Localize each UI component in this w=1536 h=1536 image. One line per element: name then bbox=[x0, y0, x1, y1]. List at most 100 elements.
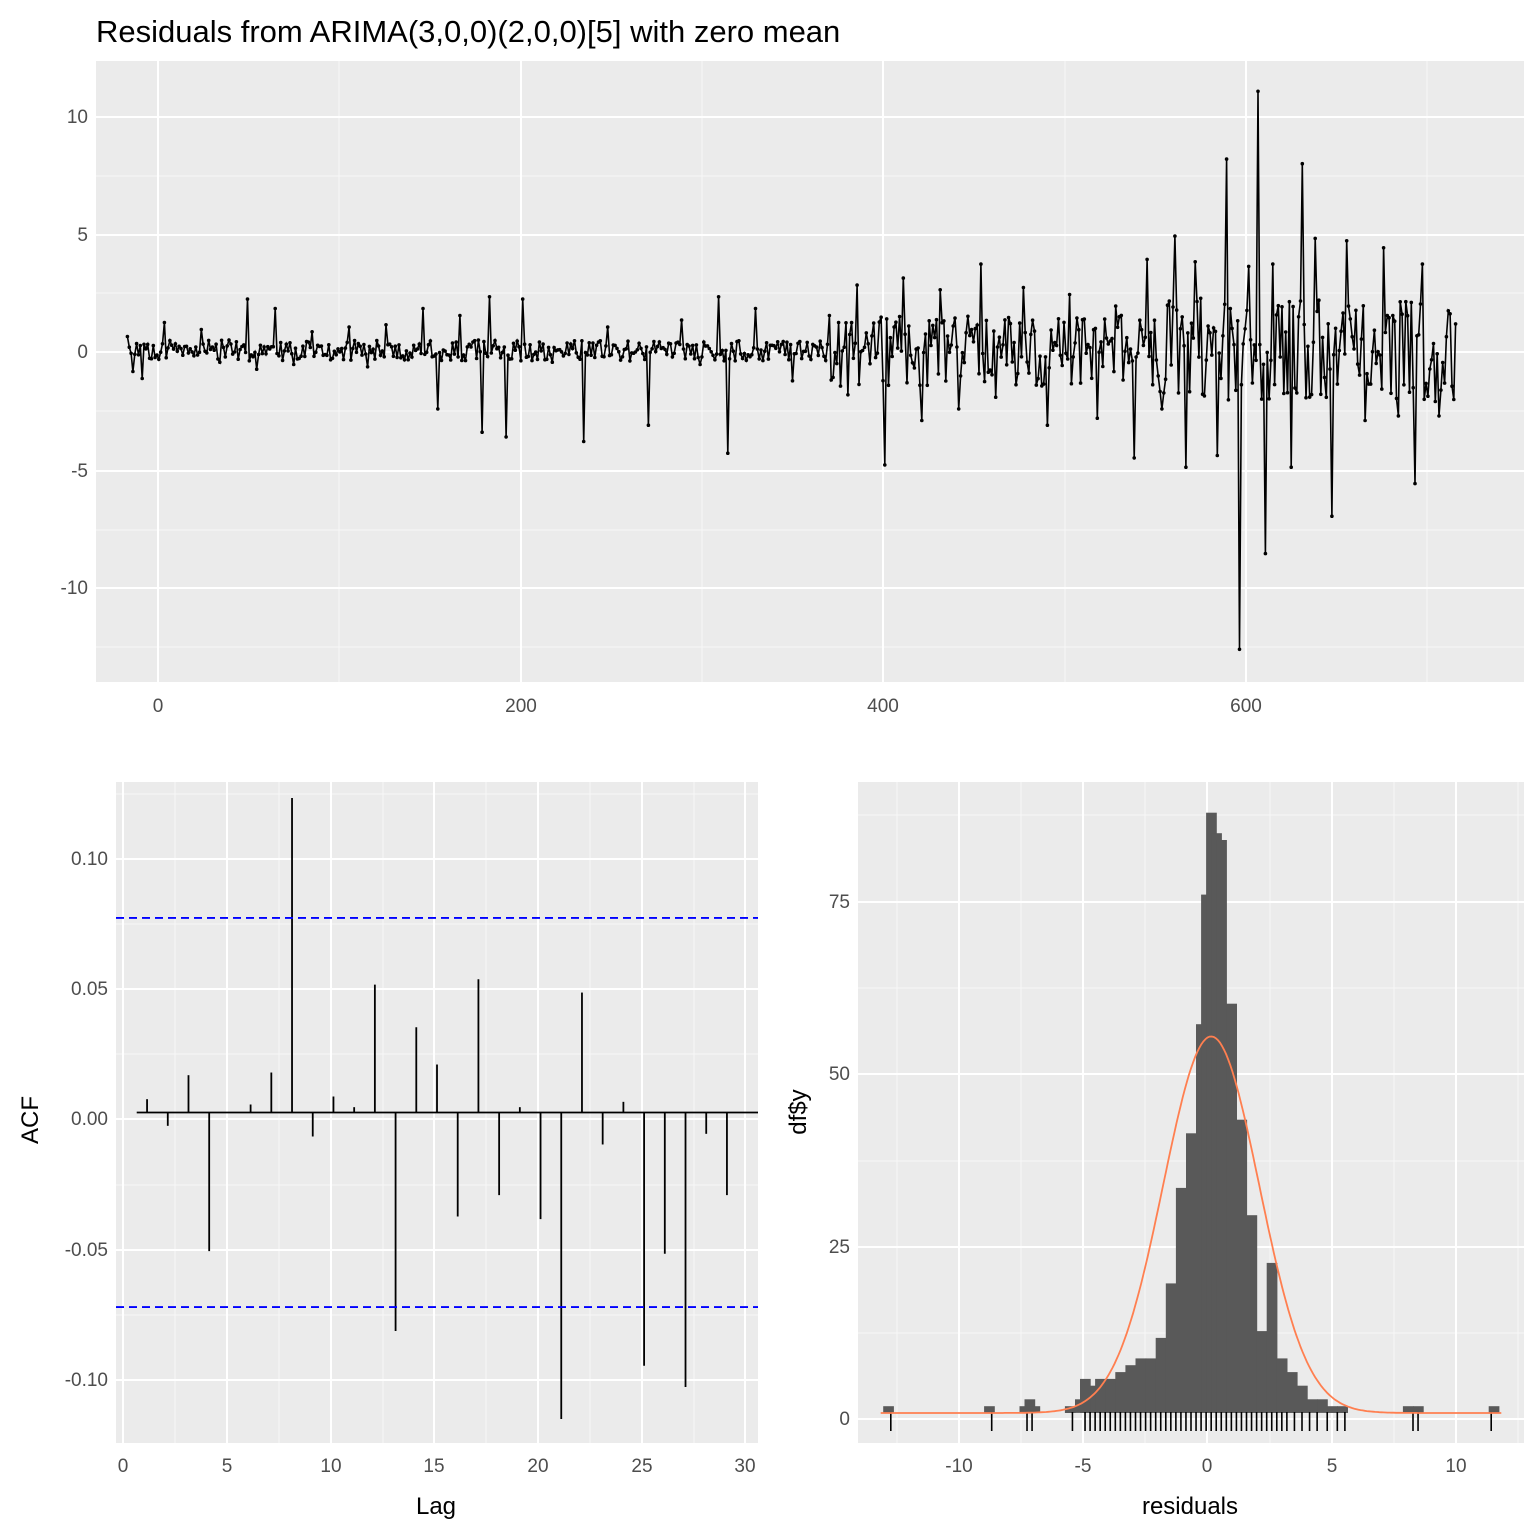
residual-point bbox=[362, 342, 366, 347]
residual-point bbox=[1150, 382, 1155, 387]
residual-point bbox=[460, 358, 464, 363]
residual-point bbox=[201, 342, 205, 346]
residual-point bbox=[491, 344, 496, 348]
residual-point bbox=[1089, 376, 1094, 381]
residual-point bbox=[238, 347, 242, 352]
residual-point bbox=[288, 341, 292, 345]
residual-point bbox=[916, 346, 920, 350]
residual-point bbox=[277, 354, 281, 358]
residual-point bbox=[873, 355, 878, 360]
residual-point bbox=[1113, 304, 1118, 308]
residual-point bbox=[753, 306, 758, 311]
residual-point bbox=[1453, 322, 1458, 326]
residual-point bbox=[1331, 352, 1336, 357]
residual-point bbox=[895, 346, 900, 350]
residual-point bbox=[428, 339, 433, 343]
residual-point bbox=[927, 319, 931, 323]
residual-point bbox=[949, 343, 954, 347]
residual-point bbox=[871, 321, 876, 325]
residual-point bbox=[1426, 394, 1430, 399]
residual-point bbox=[679, 318, 684, 322]
residual-point bbox=[260, 351, 265, 356]
residual-point bbox=[1178, 326, 1183, 331]
residual-point bbox=[1211, 326, 1216, 330]
residual-point bbox=[1391, 313, 1395, 318]
residual-point bbox=[400, 354, 405, 358]
residual-point bbox=[809, 357, 813, 362]
y-tick-label: 0.05 bbox=[71, 979, 108, 1000]
residual-point bbox=[988, 368, 992, 372]
residual-point bbox=[890, 354, 894, 359]
residual-point bbox=[639, 346, 643, 351]
residual-point bbox=[1263, 551, 1268, 556]
y-tick-label: -5 bbox=[71, 461, 88, 482]
residual-point bbox=[892, 325, 896, 329]
residual-point bbox=[1300, 161, 1305, 166]
residual-point bbox=[953, 316, 957, 320]
residual-point bbox=[1248, 338, 1253, 342]
residual-point bbox=[1226, 398, 1231, 402]
residual-point bbox=[456, 355, 460, 359]
y-tick-label: 5 bbox=[77, 225, 88, 246]
residual-point bbox=[1298, 299, 1303, 303]
residual-point bbox=[1204, 358, 1209, 362]
residual-point bbox=[1392, 319, 1397, 324]
residual-point bbox=[314, 350, 318, 355]
residual-point bbox=[1030, 318, 1035, 323]
residual-point bbox=[1219, 376, 1223, 381]
residual-point bbox=[881, 378, 885, 383]
residual-point bbox=[702, 340, 706, 344]
residual-point bbox=[1067, 292, 1072, 297]
residual-point bbox=[243, 350, 248, 355]
residual-point bbox=[192, 353, 196, 358]
residual-point bbox=[164, 355, 168, 360]
residual-point bbox=[1065, 357, 1070, 361]
residual-point bbox=[1125, 335, 1129, 340]
residual-point bbox=[670, 355, 675, 359]
residual-point bbox=[1254, 358, 1258, 363]
residual-point bbox=[545, 357, 549, 362]
residuals-series bbox=[125, 89, 1458, 652]
residual-point bbox=[138, 343, 143, 348]
residual-point bbox=[929, 343, 933, 348]
residual-point bbox=[149, 356, 154, 361]
residual-point bbox=[450, 341, 455, 345]
residual-point bbox=[496, 345, 501, 350]
residual-point bbox=[665, 352, 669, 357]
residual-point bbox=[378, 353, 383, 358]
residual-point bbox=[1145, 257, 1149, 262]
residual-point bbox=[1416, 333, 1421, 337]
residual-point bbox=[733, 359, 737, 363]
residual-point bbox=[1027, 371, 1031, 375]
residual-point bbox=[160, 342, 165, 346]
residual-point bbox=[129, 351, 133, 356]
histogram-bar bbox=[1064, 1406, 1076, 1413]
residual-point bbox=[835, 361, 839, 366]
residual-point bbox=[750, 352, 754, 357]
residual-point bbox=[552, 345, 556, 350]
residual-point bbox=[1313, 236, 1317, 241]
residual-point bbox=[336, 347, 340, 351]
residual-point bbox=[920, 418, 924, 423]
residual-point bbox=[1149, 330, 1153, 335]
residual-point bbox=[1049, 328, 1053, 332]
residual-point bbox=[870, 334, 874, 338]
residual-point bbox=[1095, 416, 1100, 421]
residual-point bbox=[1053, 340, 1057, 345]
residual-point bbox=[205, 351, 209, 355]
residual-point bbox=[443, 349, 447, 353]
residual-point bbox=[755, 347, 760, 351]
residual-point bbox=[175, 349, 180, 354]
residual-point bbox=[286, 349, 290, 353]
residual-point bbox=[951, 324, 955, 328]
residual-point bbox=[1230, 326, 1234, 331]
residual-point bbox=[962, 360, 967, 365]
residual-point bbox=[825, 342, 830, 347]
residual-point bbox=[402, 358, 407, 362]
residual-point bbox=[875, 351, 880, 355]
residual-point bbox=[973, 326, 978, 331]
residual-point bbox=[389, 345, 394, 349]
residual-point bbox=[1311, 340, 1316, 345]
x-tick-label: 15 bbox=[423, 1456, 444, 1477]
residual-point bbox=[833, 350, 837, 355]
